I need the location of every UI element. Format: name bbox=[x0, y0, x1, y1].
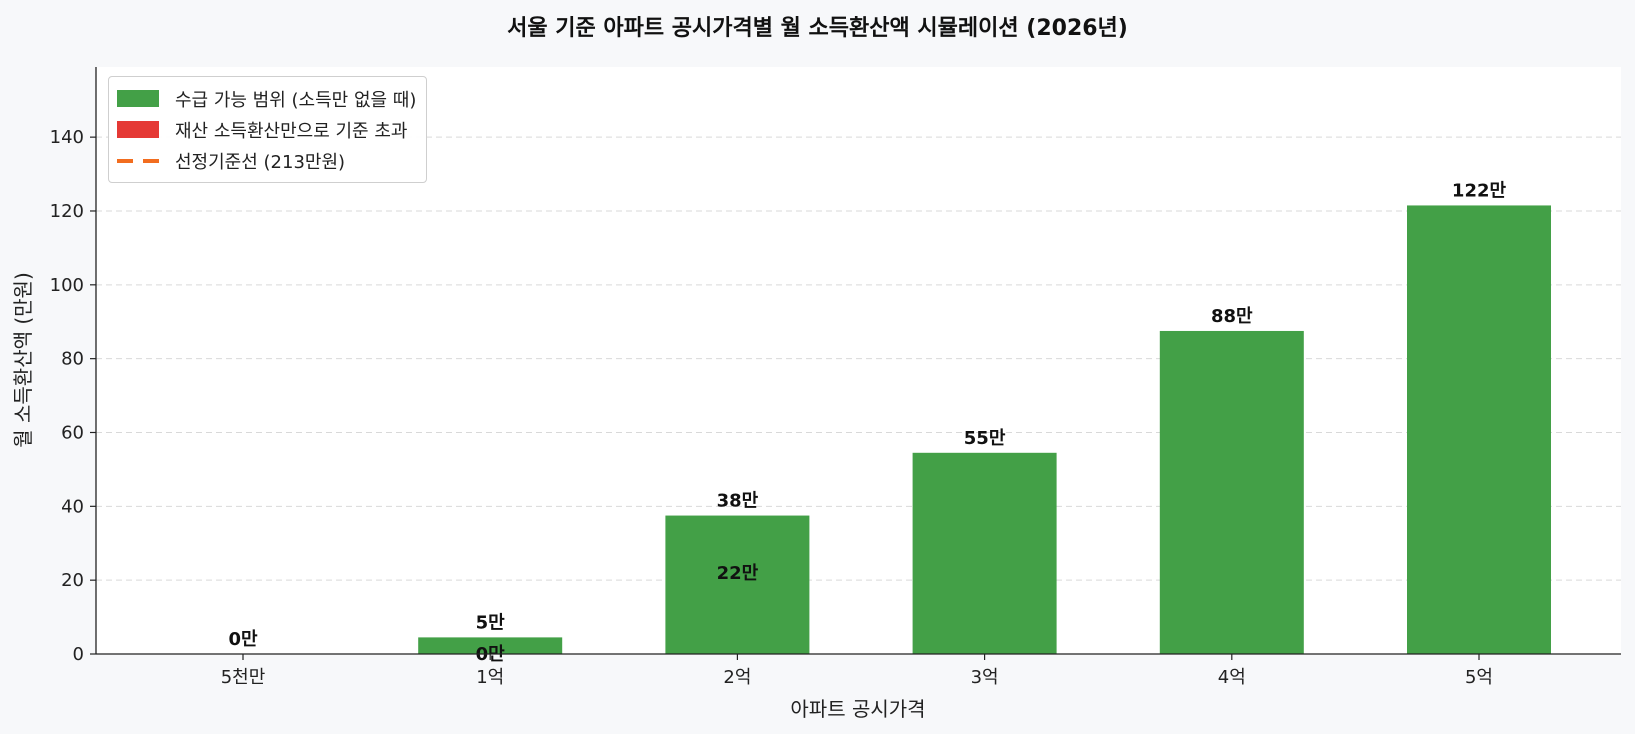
y-tick-label: 60 bbox=[61, 422, 84, 443]
legend-item-eligible: 수급 가능 범위 (소득만 없을 때) bbox=[117, 83, 416, 114]
bar bbox=[1159, 330, 1304, 654]
y-tick-label: 20 bbox=[61, 570, 84, 591]
legend-swatch-green bbox=[117, 90, 159, 107]
x-tick-label: 3억 bbox=[971, 667, 999, 688]
bar bbox=[912, 452, 1057, 654]
bar bbox=[418, 637, 563, 654]
y-axis-label: 월 소득환산액 (만원) bbox=[11, 272, 35, 448]
legend-swatch-dashed-line bbox=[117, 152, 159, 169]
legend-label: 수급 가능 범위 (소득만 없을 때) bbox=[175, 89, 417, 111]
bars bbox=[418, 205, 1551, 654]
y-tick-label: 120 bbox=[50, 201, 84, 222]
data-labels: 0만5만38만55만88만122만0만22만 bbox=[228, 180, 1506, 665]
x-tick-label: 5천만 bbox=[221, 667, 266, 688]
bar bbox=[665, 515, 810, 654]
legend-swatch-red bbox=[117, 121, 159, 138]
x-ticks: 5천만 1억 2억 3억 4억 5억 bbox=[221, 654, 1493, 688]
bar-value-label: 38만 bbox=[717, 491, 759, 512]
x-tick-label: 4억 bbox=[1218, 667, 1246, 688]
bar-value-label: 0만 bbox=[228, 629, 258, 650]
bar-value-label: 55만 bbox=[964, 428, 1006, 449]
bar bbox=[1407, 205, 1551, 654]
legend-item-threshold: 선정기준선 (213만원) bbox=[117, 145, 416, 176]
x-tick-label: 5억 bbox=[1465, 667, 1493, 688]
chart-title: 서울 기준 아파트 공시가격별 월 소득환산액 시뮬레이션 (2026년) bbox=[507, 16, 1128, 41]
y-tick-label: 40 bbox=[61, 496, 84, 517]
y-tick-label: 0 bbox=[73, 644, 84, 665]
bar-value-label: 88만 bbox=[1211, 306, 1253, 327]
inner-value-label: 22만 bbox=[717, 563, 759, 584]
y-tick-label: 80 bbox=[61, 349, 84, 370]
bar-value-label: 5만 bbox=[476, 612, 506, 633]
legend-item-exceeded: 재산 소득환산만으로 기준 초과 bbox=[117, 114, 416, 145]
x-tick-label: 2억 bbox=[723, 667, 751, 688]
bar-value-label: 122만 bbox=[1452, 180, 1507, 201]
x-axis-label: 아파트 공시가격 bbox=[790, 697, 925, 721]
legend: 수급 가능 범위 (소득만 없을 때) 재산 소득환산만으로 기준 초과 선정기… bbox=[108, 76, 428, 183]
grid-lines bbox=[96, 136, 1621, 581]
legend-label: 재산 소득환산만으로 기준 초과 bbox=[175, 120, 408, 142]
x-tick-label: 1억 bbox=[476, 667, 504, 688]
y-ticks: 0 20 40 60 80 100 120 140 bbox=[50, 127, 96, 665]
y-tick-label: 100 bbox=[50, 275, 84, 296]
legend-label: 선정기준선 (213만원) bbox=[175, 151, 346, 173]
y-tick-label: 140 bbox=[50, 127, 84, 148]
